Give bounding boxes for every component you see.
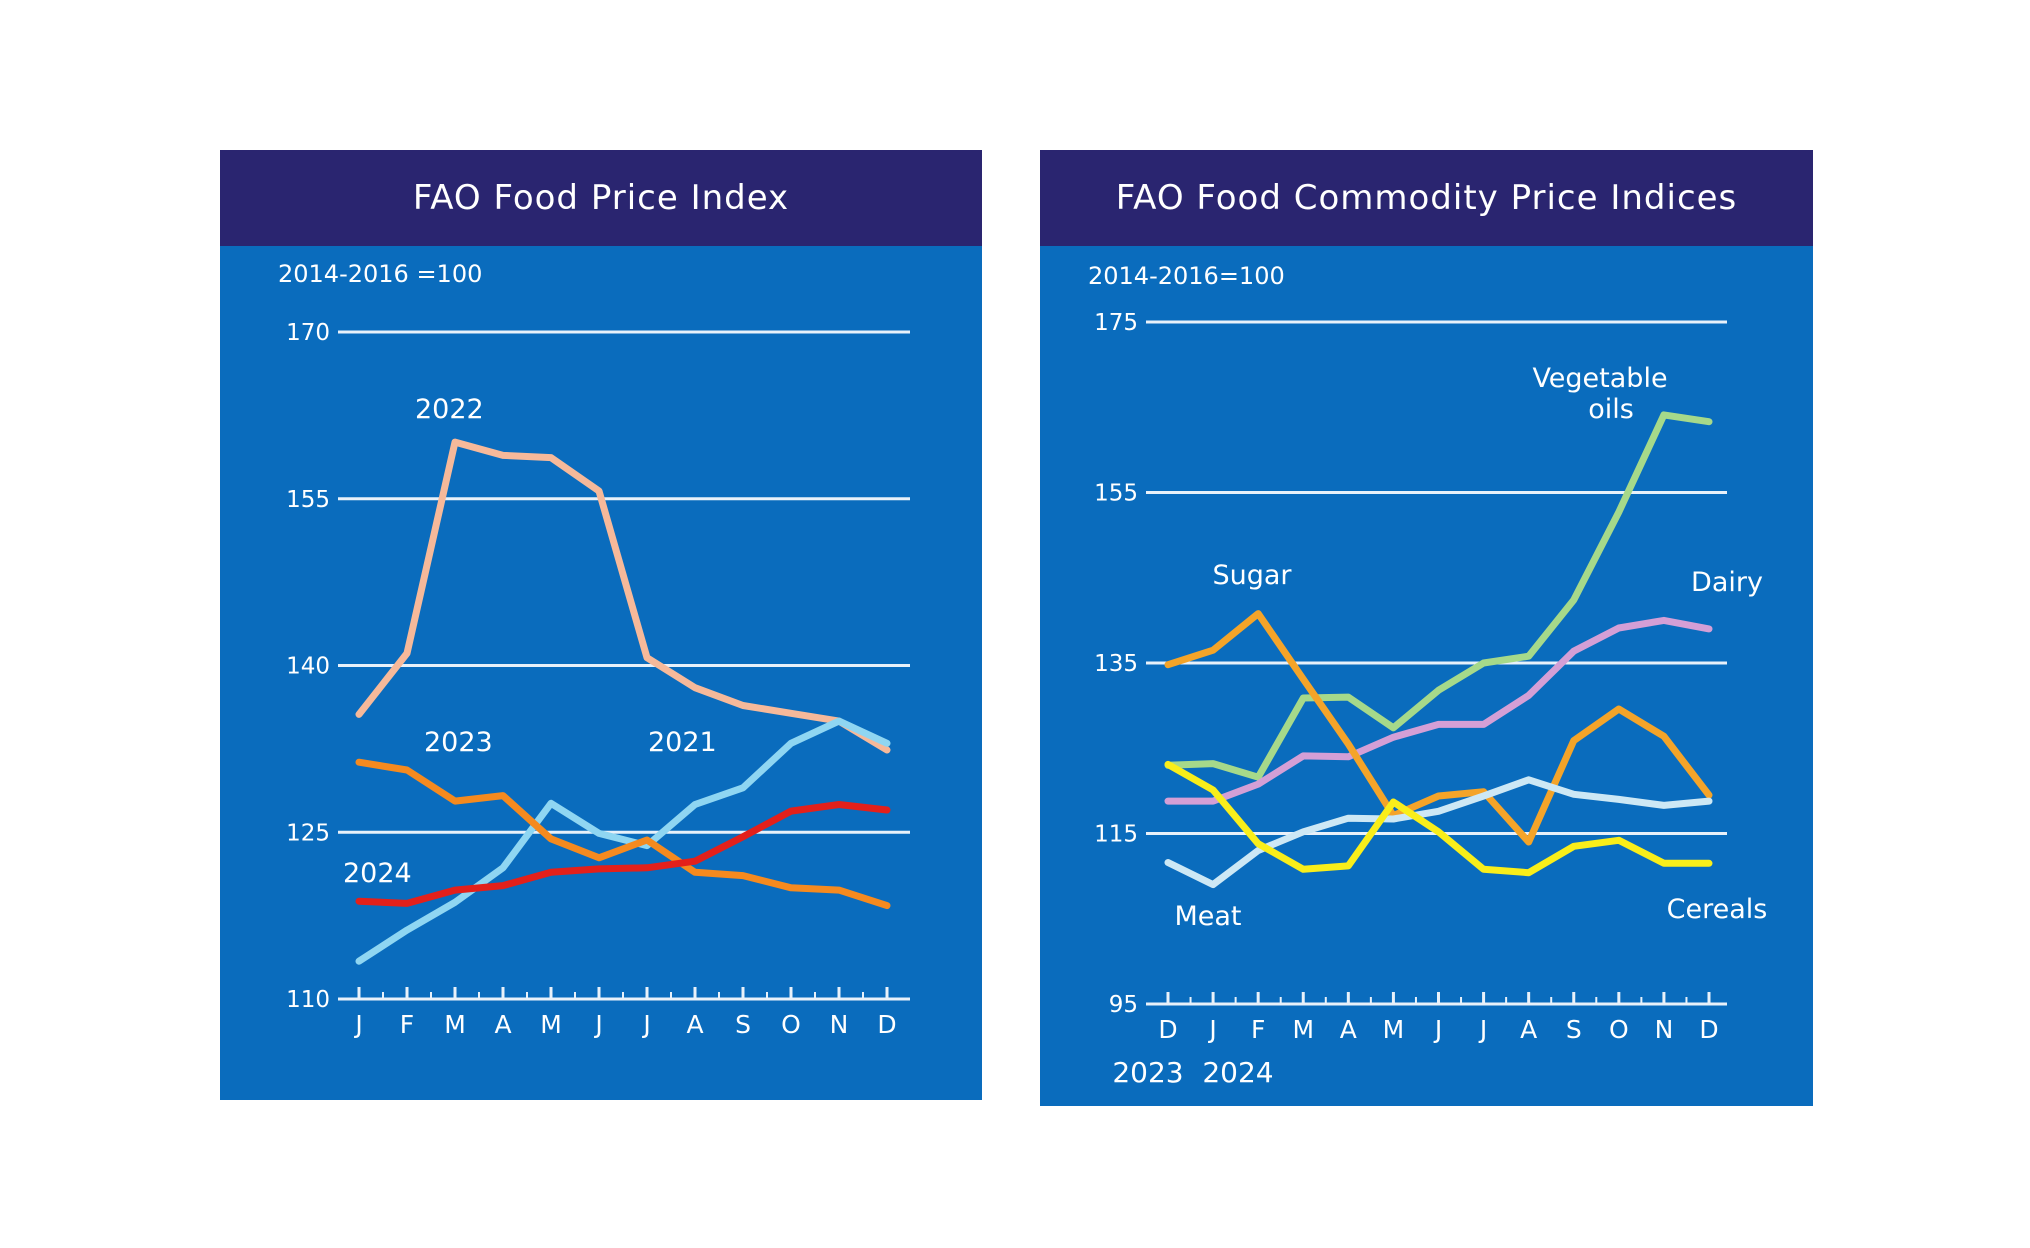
- series-line-dairy: [1164, 616, 1713, 805]
- x-tick-label: A: [1340, 1015, 1357, 1044]
- x-tick-label: F: [400, 1010, 414, 1039]
- series-label-2021: 2021: [648, 727, 717, 758]
- panel-title: FAO Food Price Index: [220, 150, 982, 246]
- x-tick-label: S: [1566, 1015, 1582, 1044]
- year-label-2024: 2024: [1202, 1056, 1273, 1089]
- series-line-meat: [1164, 776, 1713, 889]
- x-tick-label: J: [353, 1010, 362, 1039]
- x-tick-label: J: [593, 1010, 602, 1039]
- series-line-2021: [355, 717, 891, 965]
- series-label-2024: 2024: [343, 858, 412, 889]
- commodity-price-indices-panel: FAO Food Commodity Price Indices 2014-20…: [1040, 150, 1813, 1106]
- series-line-vegetable-oils: [1164, 411, 1713, 781]
- x-tick-label: A: [686, 1010, 703, 1039]
- x-tick-label: J: [1478, 1015, 1487, 1044]
- series-label-cereals: Cereals: [1667, 894, 1768, 925]
- x-tick-label: D: [1158, 1015, 1177, 1044]
- x-tick-label: O: [781, 1010, 801, 1039]
- x-tick-label: F: [1251, 1015, 1265, 1044]
- x-tick-label: M: [1383, 1015, 1405, 1044]
- y-tick-label: 135: [1094, 651, 1138, 677]
- y-tick-label: 140: [286, 654, 330, 680]
- y-tick-label: 110: [286, 987, 330, 1013]
- y-tick-label: 115: [1094, 822, 1138, 848]
- series-line-2023: [355, 758, 891, 910]
- x-tick-label: J: [641, 1010, 650, 1039]
- x-tick-label: M: [1292, 1015, 1314, 1044]
- x-tick-label: O: [1609, 1015, 1629, 1044]
- series-label-meat: Meat: [1174, 901, 1241, 932]
- y-tick-label: 155: [286, 487, 330, 513]
- series-lines: [355, 438, 891, 965]
- series-label-dairy: Dairy: [1691, 567, 1763, 598]
- unit-label: 2014-2016=100: [1088, 262, 1285, 290]
- unit-label: 2014-2016 =100: [278, 260, 482, 288]
- series-label-2022: 2022: [415, 394, 484, 425]
- series-line-2024: [355, 801, 891, 907]
- grid: 170 155 140 125 110: [286, 320, 910, 1013]
- series-line-sugar: [1164, 610, 1713, 846]
- x-tick-label: J: [1207, 1015, 1216, 1044]
- food-price-index-panel: FAO Food Price Index 2014-2016 =100 170 1…: [220, 150, 982, 1100]
- series-lines: [1164, 411, 1713, 889]
- x-tick-label: M: [444, 1010, 466, 1039]
- series-label-vegetable-oils-line2: oils: [1588, 394, 1634, 425]
- series-line-cereals: [1164, 760, 1713, 877]
- series-label-2023: 2023: [424, 727, 493, 758]
- year-label-2023: 2023: [1112, 1056, 1183, 1089]
- y-tick-label: 170: [286, 320, 330, 346]
- x-tick-label: M: [540, 1010, 562, 1039]
- y-tick-label: 175: [1094, 310, 1138, 336]
- y-tick-label: 95: [1109, 992, 1138, 1018]
- x-tick-label: N: [830, 1010, 849, 1039]
- series-line-2022: [355, 438, 891, 754]
- x-tick-label: S: [735, 1010, 751, 1039]
- x-tick-label: N: [1655, 1015, 1674, 1044]
- x-tick-label: A: [494, 1010, 511, 1039]
- y-tick-label: 155: [1094, 481, 1138, 507]
- y-tick-label: 125: [286, 820, 330, 846]
- x-tick-label: A: [1520, 1015, 1537, 1044]
- x-tick-label: D: [1699, 1015, 1718, 1044]
- series-label-vegetable-oils-line1: Vegetable: [1532, 363, 1667, 394]
- panel-title: FAO Food Commodity Price Indices: [1040, 150, 1813, 246]
- x-tick-label: D: [877, 1010, 896, 1039]
- series-label-sugar: Sugar: [1212, 560, 1292, 591]
- x-tick-label: J: [1433, 1015, 1442, 1044]
